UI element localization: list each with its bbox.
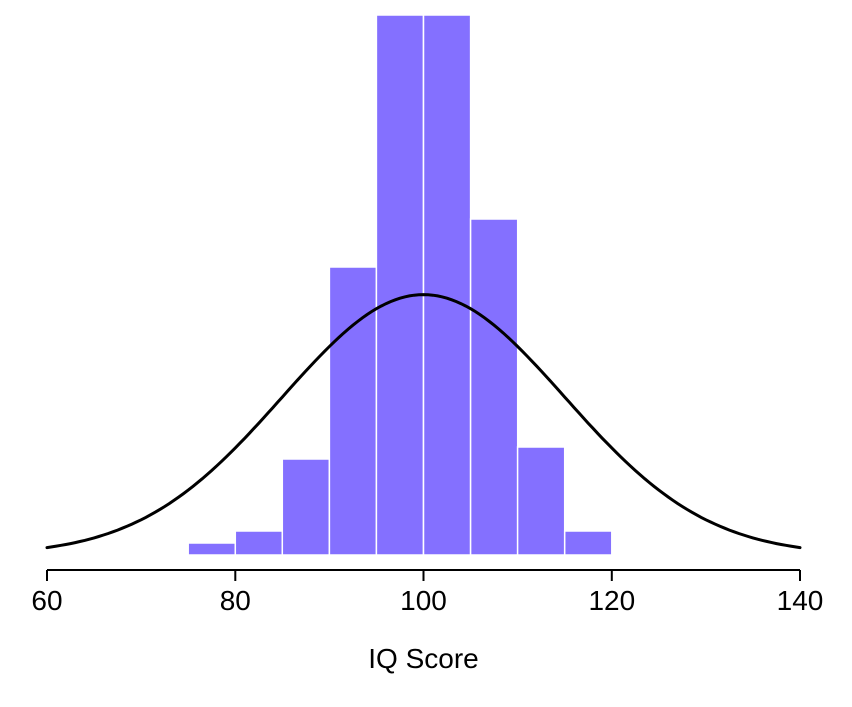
x-axis: 60 80 100 120 140 bbox=[31, 569, 824, 616]
x-tick-label: 120 bbox=[588, 585, 635, 616]
histogram-bar bbox=[563, 530, 613, 556]
histogram-bar bbox=[187, 542, 237, 556]
x-tick-label: 100 bbox=[400, 585, 447, 616]
x-axis-title: IQ Score bbox=[368, 643, 478, 674]
normal-curve bbox=[45, 293, 802, 550]
histogram-bar bbox=[375, 14, 425, 556]
histogram-bar bbox=[281, 458, 331, 556]
histogram-bars-group bbox=[187, 14, 613, 556]
x-tick-label: 80 bbox=[220, 585, 251, 616]
x-tick-label: 140 bbox=[777, 585, 824, 616]
x-tick-label: 60 bbox=[31, 585, 62, 616]
histogram-bar bbox=[469, 218, 519, 556]
histogram-bar bbox=[516, 446, 566, 556]
histogram-bar bbox=[422, 14, 472, 556]
histogram-bar bbox=[328, 266, 378, 556]
histogram-bar bbox=[234, 530, 284, 556]
